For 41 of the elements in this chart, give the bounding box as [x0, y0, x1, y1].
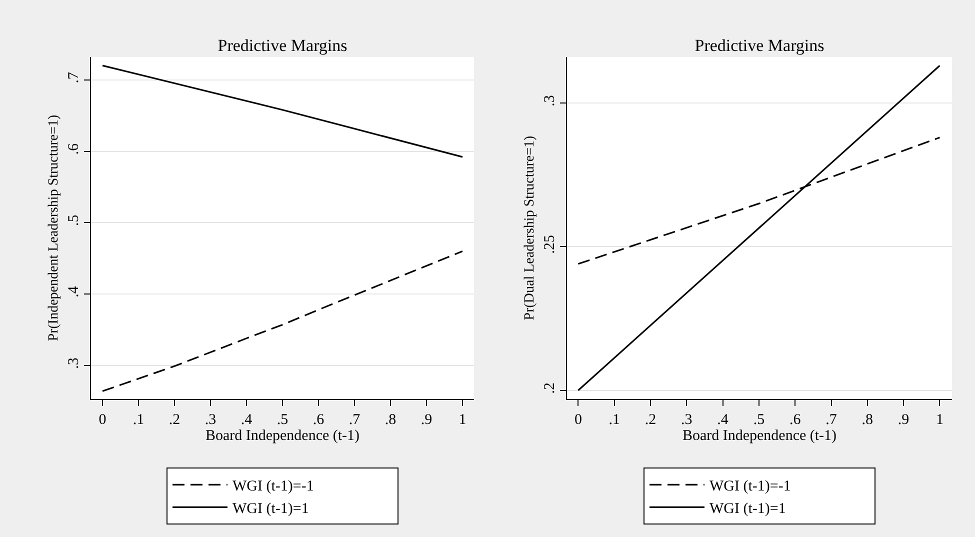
- y-tick-label: .3: [66, 358, 82, 369]
- x-tick-label: .3: [204, 412, 216, 428]
- x-tick-label: .2: [644, 412, 656, 428]
- x-tick-label: .9: [420, 412, 432, 428]
- legend-label: WGI (t-1)=1: [710, 501, 786, 517]
- chart-title: Predictive Margins: [694, 36, 824, 55]
- x-tick-label: .8: [384, 412, 396, 428]
- line-series: [102, 250, 464, 392]
- x-tick-label: .5: [753, 412, 765, 428]
- x-tick-label: 1: [458, 412, 466, 428]
- x-tick-label: .5: [276, 412, 288, 428]
- y-axis-title: Pr(Independent Leadership Structure=1): [46, 114, 62, 342]
- y-axis-title: Pr(Dual Leadership Structure=1): [522, 135, 538, 320]
- x-tick-label: .9: [898, 412, 910, 428]
- x-tick-label: .4: [240, 412, 253, 428]
- x-tick-label: .1: [132, 412, 144, 428]
- x-tick-label: .2: [168, 412, 180, 428]
- y-tick-label: .6: [66, 142, 82, 155]
- y-tick-label: .25: [542, 235, 558, 254]
- x-tick-label: 0: [574, 412, 582, 428]
- y-tick-label: .2: [542, 382, 558, 394]
- x-tick-label: 1: [936, 412, 944, 428]
- legend-label: WGI (t-1)=-1: [710, 478, 791, 494]
- x-tick-label: .3: [681, 412, 692, 428]
- legend-label: WGI (t-1)=-1: [232, 478, 314, 494]
- legend-label: WGI (t-1)=1: [232, 501, 309, 517]
- y-tick-label: .5: [66, 214, 82, 226]
- x-tick-label: .6: [312, 412, 325, 428]
- x-tick-label: .6: [789, 412, 802, 428]
- x-tick-label: .8: [862, 412, 874, 428]
- y-tick-label: .3: [542, 95, 558, 106]
- x-tick-label: .7: [348, 412, 361, 428]
- x-axis-title: Board Independence (t-1): [205, 428, 360, 444]
- chart-title: Predictive Margins: [218, 36, 348, 55]
- x-axis-title: Board Independence (t-1): [682, 428, 837, 444]
- x-tick-label: .1: [608, 412, 620, 428]
- x-tick-label: .7: [826, 412, 838, 428]
- y-tick-label: .7: [66, 71, 82, 84]
- x-tick-label: .4: [717, 412, 729, 428]
- y-tick-label: .4: [66, 286, 82, 298]
- x-tick-label: 0: [98, 412, 106, 428]
